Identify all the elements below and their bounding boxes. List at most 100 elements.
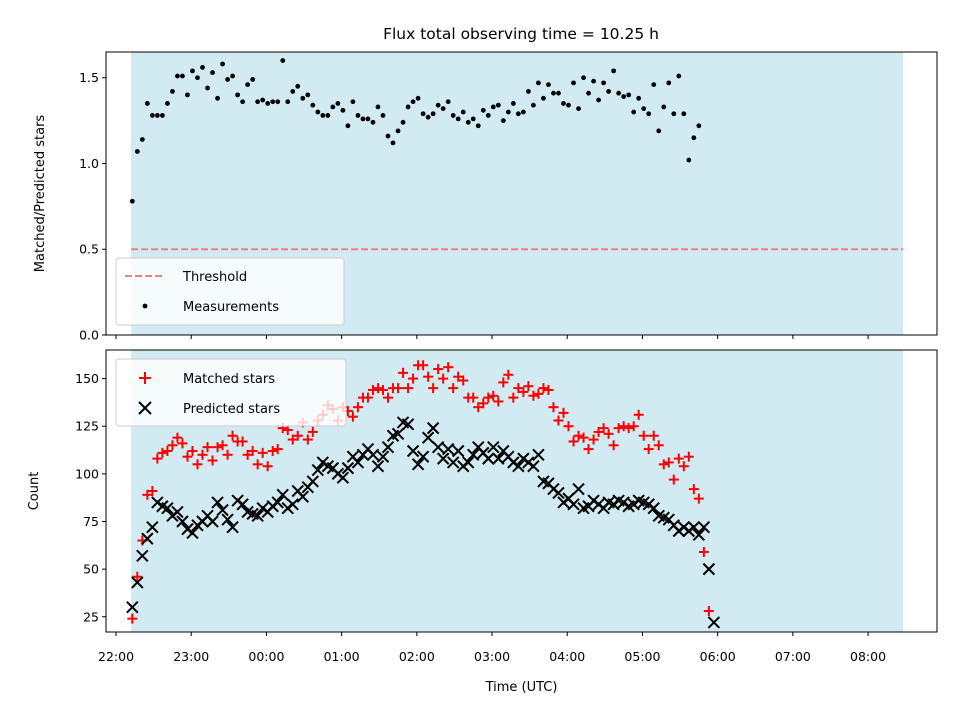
measurement-point: [270, 99, 276, 105]
measurement-point: [656, 128, 662, 134]
predicted-star-point: [236, 498, 249, 511]
matched-star-point: [668, 474, 679, 485]
x-stroke: [221, 513, 234, 526]
measurement-point: [676, 73, 682, 79]
x-stroke: [657, 511, 670, 524]
measurement-point: [415, 95, 421, 101]
matched-star-point: [252, 459, 263, 470]
measurement-point: [646, 111, 652, 117]
matched-star-point: [182, 451, 193, 462]
predicted-star-point: [467, 448, 480, 462]
predicted-star-point: [527, 460, 540, 473]
predicted-star-point: [376, 450, 390, 463]
predicted-star-point: [391, 427, 405, 441]
predicted-star-point: [126, 601, 139, 614]
plus-marker: [139, 372, 151, 384]
measurement-point: [285, 99, 291, 105]
x-stroke: [567, 498, 580, 511]
x-stroke: [426, 421, 440, 435]
matched-star-point: [162, 445, 173, 456]
matched-star-point: [598, 423, 609, 434]
matched-star-point: [443, 362, 454, 373]
measurement-point: [681, 111, 687, 117]
x-stroke: [391, 427, 405, 441]
predicted-star-point: [131, 576, 144, 589]
x-stroke: [687, 520, 701, 534]
count-legend: Matched stars Predicted stars: [115, 358, 347, 427]
x-stroke: [251, 509, 264, 522]
predicted-star-point: [697, 520, 711, 534]
measurement-point: [195, 75, 200, 81]
matched-star-point: [498, 377, 509, 388]
measurement-point: [425, 114, 431, 120]
matched-star-point: [237, 436, 248, 447]
measurement-point: [154, 113, 160, 118]
x-stroke: [296, 490, 309, 503]
x-tick-label: 06:00: [700, 649, 736, 664]
matched-star-point: [628, 421, 639, 432]
x-stroke: [482, 452, 495, 465]
x-stroke: [431, 440, 445, 454]
predicted-star-point: [492, 452, 505, 465]
matched-star-point: [658, 459, 669, 470]
x-stroke: [446, 456, 460, 469]
matched-star-point: [292, 430, 303, 441]
matched-star-point: [152, 453, 163, 464]
y-tick-label: 0.0: [79, 328, 99, 343]
measurement-point: [215, 95, 220, 101]
matched-star-point: [453, 371, 464, 382]
matched-star-point: [197, 449, 208, 460]
matched-star-point: [247, 445, 258, 456]
x-tick-label: 03:00: [474, 649, 510, 664]
predicted-star-point: [371, 460, 385, 473]
matched-star-point: [367, 385, 378, 396]
predicted-stars-legend-label: Predicted stars: [183, 402, 280, 417]
measurement-point: [531, 102, 536, 108]
y-tick-label: 25: [83, 609, 99, 624]
x-stroke: [411, 458, 425, 471]
matched-star-point: [172, 432, 183, 443]
matched-star-point: [623, 423, 634, 434]
predicted-star-point: [216, 503, 229, 517]
measurement-point: [365, 116, 371, 122]
measurement-point: [601, 80, 606, 86]
measurement-point: [611, 68, 617, 74]
matched-star-point: [448, 383, 459, 394]
measurement-point: [671, 111, 677, 117]
predicted-star-point: [431, 440, 445, 454]
matched-star-point: [127, 613, 138, 624]
count-plot-frame: [105, 349, 938, 633]
x-stroke: [637, 496, 650, 509]
predicted-star-point: [416, 450, 430, 463]
measurement-point: [410, 99, 416, 105]
x-stroke: [311, 463, 325, 477]
x-marker: [138, 401, 152, 415]
predicted-star-point: [381, 440, 395, 454]
matched-star-point: [408, 373, 419, 384]
matched-star-point: [703, 606, 714, 617]
measurement-point: [185, 92, 190, 98]
matched-star-point: [643, 444, 654, 455]
matched-star-point: [513, 383, 524, 394]
predicted-star-point: [296, 490, 309, 503]
measurement-point: [180, 73, 185, 79]
measurement-point: [355, 113, 361, 118]
predicted-stars-legend-swatch: [138, 401, 152, 415]
x-stroke: [416, 450, 430, 463]
y-tick-label: 0.5: [79, 242, 99, 257]
matched-star-point: [362, 392, 373, 403]
predicted-star-point: [276, 488, 289, 502]
predicted-star-point: [226, 520, 239, 534]
measurement-point: [360, 116, 366, 122]
measurement-point: [305, 92, 311, 98]
measurement-point: [626, 92, 632, 98]
measurement-point: [290, 89, 296, 94]
x-stroke: [306, 475, 320, 488]
measurement-point: [144, 101, 150, 106]
measurement-point: [696, 123, 702, 129]
measurement-point: [556, 90, 561, 96]
measurement-point: [315, 109, 321, 115]
measurement-point: [541, 95, 546, 101]
x-stroke: [492, 452, 505, 465]
predicted-star-point: [136, 549, 149, 562]
